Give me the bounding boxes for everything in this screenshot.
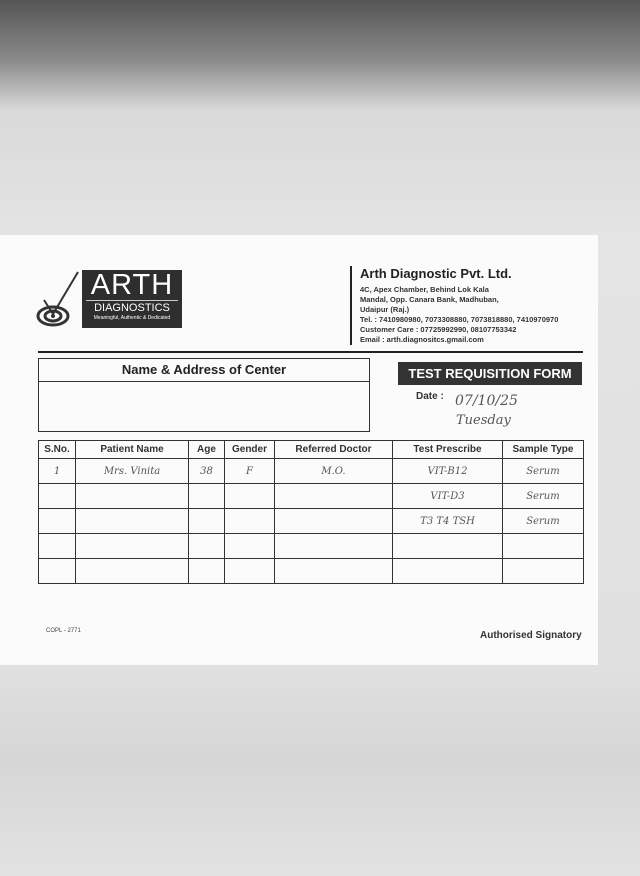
- cell: [274, 483, 393, 509]
- cell: [274, 533, 393, 559]
- cell: M.O.: [274, 458, 393, 484]
- address-line: 4C, Apex Chamber, Behind Lok Kala: [360, 285, 489, 294]
- cell: [75, 483, 189, 509]
- cell: [392, 533, 503, 559]
- header-patient-name: Patient Name: [75, 440, 189, 459]
- company-info: Arth Diagnostic Pvt. Ltd. 4C, Apex Chamb…: [350, 266, 600, 345]
- cell: [224, 508, 275, 534]
- authorised-signatory: Authorised Signatory: [480, 630, 582, 641]
- center-box-title: Name & Address of Center: [39, 359, 369, 382]
- cell: [38, 558, 76, 584]
- cell: [75, 533, 189, 559]
- cell: [188, 508, 225, 534]
- header-gender: Gender: [224, 440, 275, 459]
- date-label: Date :: [416, 391, 444, 402]
- form-code: COPL - 2771: [46, 628, 81, 634]
- address-line: Udaipur (Raj.): [360, 305, 410, 314]
- test-table: S.No. Patient Name Age Gender Referred D…: [38, 440, 584, 584]
- cell: [188, 533, 225, 559]
- cell: [38, 533, 76, 559]
- cell: 38: [188, 458, 225, 484]
- phone-line: Tel. : 7410980980, 7073308880, 707381888…: [360, 315, 559, 324]
- date-day: Tuesday: [456, 413, 511, 428]
- header-age: Age: [188, 440, 225, 459]
- address-line: Mandal, Opp. Canara Bank, Madhuban,: [360, 295, 499, 304]
- target-check-icon: [36, 271, 79, 327]
- cell: [38, 508, 76, 534]
- cell: [224, 558, 275, 584]
- table-row: [38, 558, 584, 584]
- cell: [502, 558, 584, 584]
- table-row: 1 Mrs. Vinita 38 F M.O. VIT-B12 Serum: [38, 458, 584, 484]
- cell: T3 T4 TSH: [392, 508, 503, 534]
- cell: Serum: [502, 483, 584, 509]
- date-value: 07/10/25: [455, 393, 518, 409]
- header-sample-type: Sample Type: [502, 440, 584, 459]
- cell: Mrs. Vinita: [75, 458, 189, 484]
- divider: [38, 351, 583, 353]
- table-row: [38, 533, 584, 559]
- cell: [274, 558, 393, 584]
- cell: Serum: [502, 458, 584, 484]
- cell: [188, 483, 225, 509]
- cell: [188, 558, 225, 584]
- header-sno: S.No.: [38, 440, 76, 459]
- table-header: S.No. Patient Name Age Gender Referred D…: [38, 440, 584, 459]
- email-line: Email : arth.diagnositcs.gmail.com: [360, 335, 484, 344]
- cell: VIT-B12: [392, 458, 503, 484]
- cell: [38, 483, 76, 509]
- cell: Serum: [502, 508, 584, 534]
- logo-name: ARTH: [90, 269, 174, 301]
- logo: ARTH DIAGNOSTICS Meaningful, Authentic &…: [82, 270, 182, 328]
- cell: 1: [38, 458, 76, 484]
- form-title: TEST REQUISITION FORM: [398, 362, 582, 385]
- cell: [224, 483, 275, 509]
- cell: VIT-D3: [392, 483, 503, 509]
- cell: [224, 533, 275, 559]
- customer-care-line: Customer Care : 07725992990, 08107753342: [360, 325, 517, 334]
- cell: [274, 508, 393, 534]
- company-name: Arth Diagnostic Pvt. Ltd.: [360, 266, 512, 281]
- cell: F: [224, 458, 275, 484]
- table-row: VIT-D3 Serum: [38, 483, 584, 509]
- table-row: T3 T4 TSH Serum: [38, 508, 584, 534]
- cell: [392, 558, 503, 584]
- logo-tagline: Meaningful, Authentic & Dedicated: [93, 315, 171, 321]
- header-test-prescribe: Test Prescribe: [392, 440, 503, 459]
- cell: [502, 533, 584, 559]
- cell: [75, 558, 189, 584]
- center-address-box: Name & Address of Center: [38, 358, 370, 432]
- header-referred-doctor: Referred Doctor: [274, 440, 393, 459]
- logo-sub: DIAGNOSTICS: [86, 300, 178, 315]
- cell: [75, 508, 189, 534]
